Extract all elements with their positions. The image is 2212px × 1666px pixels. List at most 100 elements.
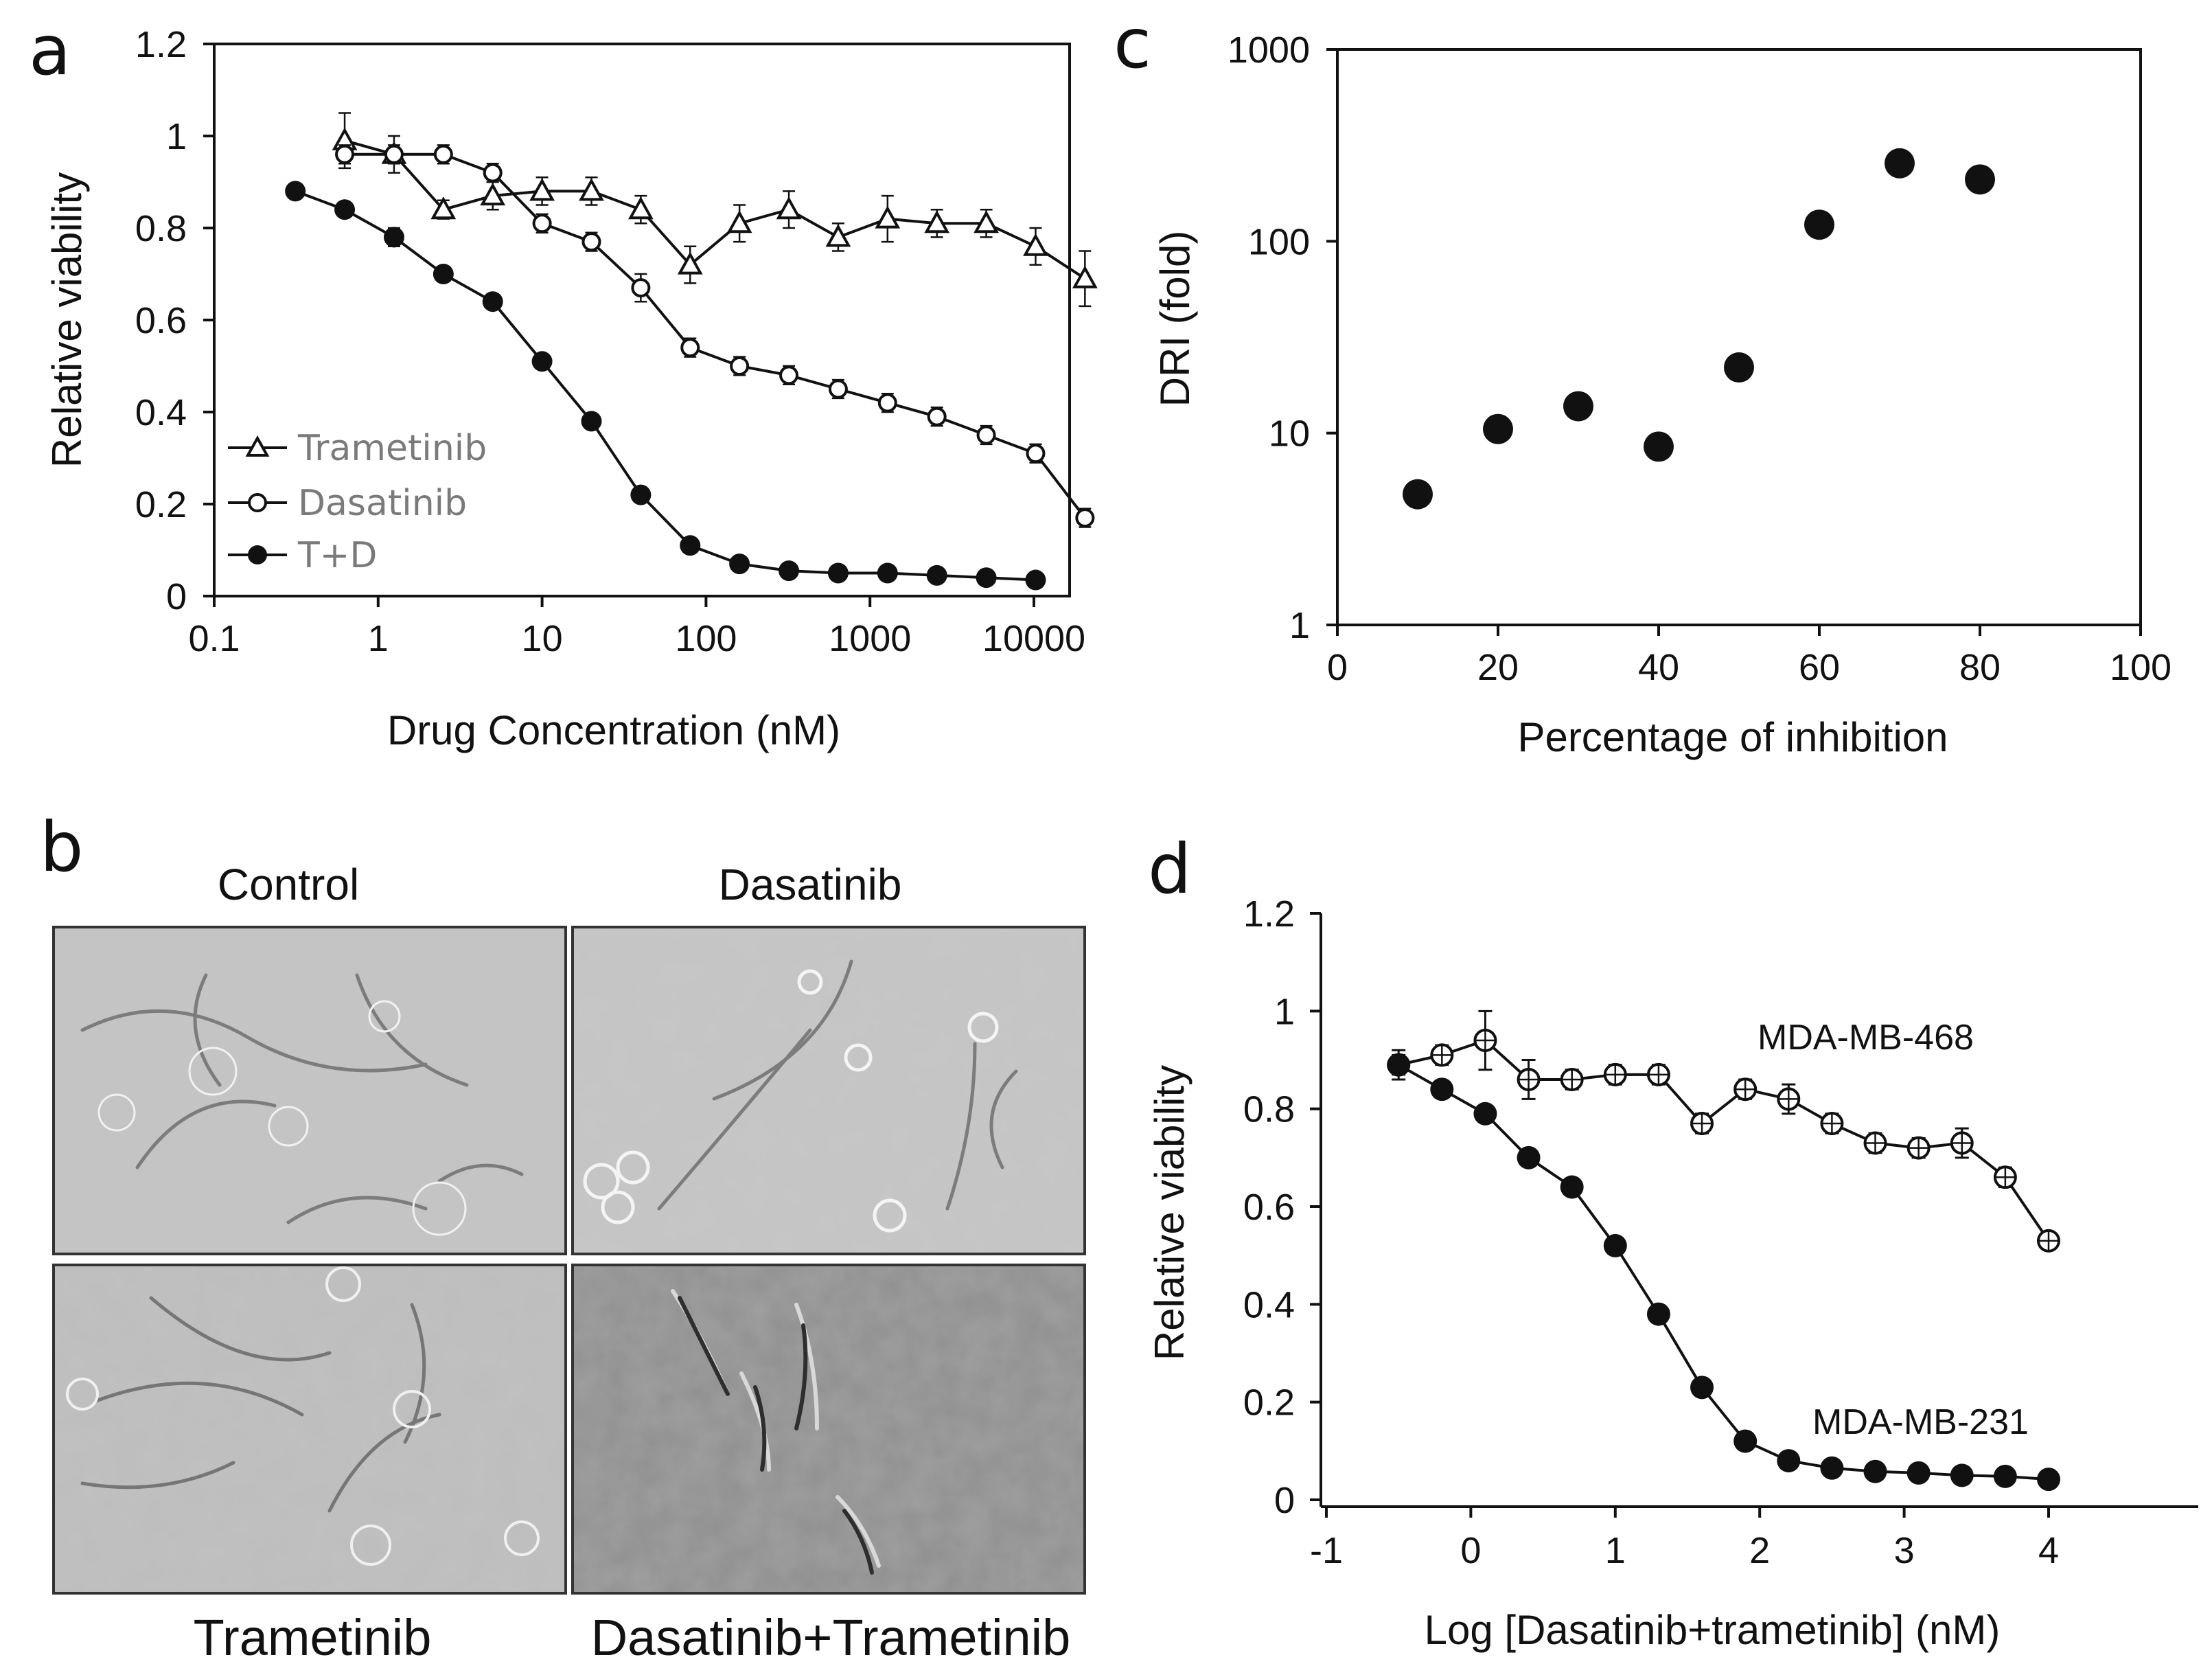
chart-a-point-trametinib bbox=[677, 251, 703, 275]
chart-d-ytick-label: 0.8 bbox=[1243, 1089, 1295, 1130]
chart-c-xtick-label: 80 bbox=[1959, 647, 2001, 688]
chart-d-series-line-mda-mb-231 bbox=[1398, 1063, 2049, 1481]
chart-a-series-line-dasatinib bbox=[345, 152, 1086, 519]
chart-a-point-t-d bbox=[531, 351, 553, 372]
chart-d-label-mda-mb-231: MDA-MB-231 bbox=[1812, 1402, 2029, 1442]
chart-a-xtick-label: 10 bbox=[522, 618, 563, 659]
micrograph-label-dasatinib-trametinib: Dasatinib+Trametinib bbox=[591, 1609, 1071, 1666]
chart-d-series-line-mda-mb-468 bbox=[1398, 1039, 2050, 1242]
legend-item-dasatinib: Dasatinib bbox=[228, 483, 467, 524]
chart-d-point-cross-mda-mb-468 bbox=[1865, 1132, 1886, 1154]
chart-c-ytick-label: 1 bbox=[1289, 605, 1310, 646]
chart-c: 0 20 40 60 80 100 1 10 100 1000 Percentage of inh… bbox=[1152, 30, 2171, 760]
chart-a-point-dasatinib bbox=[927, 407, 947, 426]
chart-d-xtick-label: -1 bbox=[1310, 1530, 1343, 1571]
chart-d-point-cross-mda-mb-468 bbox=[1735, 1079, 1756, 1100]
chart-a-point-trametinib bbox=[430, 196, 457, 220]
chart-a-series-line-trametinib bbox=[344, 139, 1086, 280]
chart-d-point-cross-mda-mb-468 bbox=[1604, 1064, 1626, 1085]
panel-c-letter: c bbox=[1114, 3, 1151, 84]
chart-a-point-t-d bbox=[285, 181, 306, 202]
chart-d-point-mda-mb-231 bbox=[1820, 1456, 1844, 1480]
chart-a-ytick-label: 1.2 bbox=[135, 24, 187, 65]
legend-dasatinib-marker bbox=[248, 493, 267, 512]
chart-d-point-cross-mda-mb-468 bbox=[1821, 1113, 1843, 1134]
chart-c-xtick-label: 60 bbox=[1799, 647, 1840, 688]
chart-c-ylabel: DRI (fold) bbox=[1152, 231, 1198, 407]
chart-a-xtick-label: 1000 bbox=[829, 618, 911, 659]
chart-a-point-dasatinib bbox=[483, 163, 503, 183]
chart-d-point-mda-mb-231 bbox=[1430, 1077, 1454, 1102]
chart-d-point-cross-mda-mb-468 bbox=[1475, 1030, 1496, 1051]
chart-a-point-t-d bbox=[877, 562, 898, 584]
chart-c-xtick-label: 40 bbox=[1638, 647, 1679, 688]
chart-a-ticks: 0.1 1 10 100 1000 10000 0 0.2 0.4 0.6 0.8 1 1.2 bbox=[135, 24, 1085, 659]
chart-d-label-mda-mb-468: MDA-MB-468 bbox=[1758, 1018, 1974, 1058]
chart-c-ytick-label: 10 bbox=[1269, 413, 1310, 455]
legend-dasatinib-label: Dasatinib bbox=[298, 483, 467, 524]
chart-c-ytick-label: 100 bbox=[1248, 221, 1310, 262]
chart-a-point-trametinib bbox=[480, 182, 506, 206]
chart-d-point-mda-mb-231 bbox=[1950, 1463, 1974, 1487]
chart-d-point-cross-mda-mb-468 bbox=[1518, 1069, 1539, 1090]
chart-a-ytick-label: 0.6 bbox=[135, 300, 187, 341]
chart-d-point-cross-mda-mb-468 bbox=[1648, 1064, 1669, 1085]
legend-trametinib-marker bbox=[245, 435, 270, 457]
micrograph-dasatinib-trametinib bbox=[571, 1264, 1086, 1595]
chart-c-ticks: 0 20 40 60 80 100 1 10 100 1000 bbox=[1228, 30, 2171, 688]
legend-t-plus-d-marker bbox=[248, 545, 267, 564]
chart-c-xlabel: Percentage of inhibition bbox=[1517, 714, 1948, 760]
chart-a-point-dasatinib bbox=[730, 356, 750, 376]
chart-d-ytick-label: 1.2 bbox=[1243, 893, 1295, 935]
chart-d-point-mda-mb-231 bbox=[1777, 1449, 1801, 1473]
chart-c-point bbox=[1483, 413, 1513, 444]
chart-a-point-t-d bbox=[383, 227, 404, 248]
chart-d-point-mda-mb-231 bbox=[1560, 1175, 1584, 1199]
legend-item-trametinib: Trametinib bbox=[228, 428, 487, 469]
chart-a-point-dasatinib bbox=[976, 425, 996, 445]
chart-d-point-mda-mb-231 bbox=[1993, 1464, 2017, 1488]
chart-a-point-dasatinib bbox=[335, 144, 355, 164]
chart-a-point-trametinib bbox=[825, 224, 851, 247]
chart-d-point-cross-mda-mb-468 bbox=[1431, 1045, 1453, 1066]
chart-d-point-cross-mda-mb-468 bbox=[1778, 1088, 1799, 1110]
chart-a-point-dasatinib bbox=[631, 278, 651, 298]
chart-d-ytick-label: 0.6 bbox=[1243, 1187, 1295, 1228]
chart-a-point-trametinib bbox=[726, 210, 752, 233]
chart-d-xtick-label: 0 bbox=[1460, 1530, 1481, 1571]
chart-a-point-dasatinib bbox=[433, 144, 453, 164]
chart-c-point bbox=[1804, 209, 1834, 240]
chart-d-point-cross-mda-mb-468 bbox=[1692, 1113, 1713, 1134]
chart-a-point-dasatinib bbox=[1026, 444, 1046, 464]
chart-a-legend: Trametinib Dasatinib T+D bbox=[228, 428, 487, 576]
chart-a-point-dasatinib bbox=[532, 214, 552, 233]
micrograph-label-dasatinib: Dasatinib bbox=[719, 860, 902, 909]
micrograph-label-control: Control bbox=[218, 860, 359, 909]
chart-a-point-t-d bbox=[433, 264, 454, 284]
chart-a-point-t-d bbox=[1025, 569, 1046, 591]
chart-a-ytick-label: 0.4 bbox=[135, 392, 187, 433]
chart-a-point-trametinib bbox=[1072, 265, 1098, 288]
chart-a-point-t-d bbox=[729, 554, 750, 575]
chart-a-point-dasatinib bbox=[1075, 508, 1095, 528]
chart-d-point-mda-mb-231 bbox=[1690, 1376, 1714, 1400]
chart-a-xtick-label: 0.1 bbox=[188, 618, 240, 659]
chart-a-ylabel: Relative viability bbox=[44, 172, 90, 468]
chart-a-point-dasatinib bbox=[581, 232, 601, 252]
chart-a: 0.1 1 10 100 1000 10000 0 0.2 0.4 0.6 0.8 1 1.2 Drug… bbox=[44, 24, 1098, 753]
chart-d-xtick-label: 1 bbox=[1605, 1530, 1626, 1571]
chart-a-point-dasatinib bbox=[680, 338, 700, 358]
micrograph-control bbox=[52, 926, 567, 1255]
chart-d-marks bbox=[1387, 1009, 2060, 1492]
panel-b-letter: b bbox=[40, 807, 83, 887]
chart-d-xtick-label: 4 bbox=[2038, 1530, 2059, 1571]
chart-a-point-dasatinib bbox=[828, 379, 848, 399]
panel-d-letter: d bbox=[1148, 829, 1191, 909]
chart-d-ytick-label: 0.4 bbox=[1243, 1284, 1295, 1325]
chart-c-point bbox=[1403, 479, 1433, 510]
chart-a-xtick-label: 100 bbox=[675, 618, 737, 659]
legend-t-plus-d-label: T+D bbox=[297, 535, 377, 576]
chart-a-point-t-d bbox=[976, 567, 997, 589]
chart-a-ytick-label: 0.2 bbox=[135, 484, 187, 525]
